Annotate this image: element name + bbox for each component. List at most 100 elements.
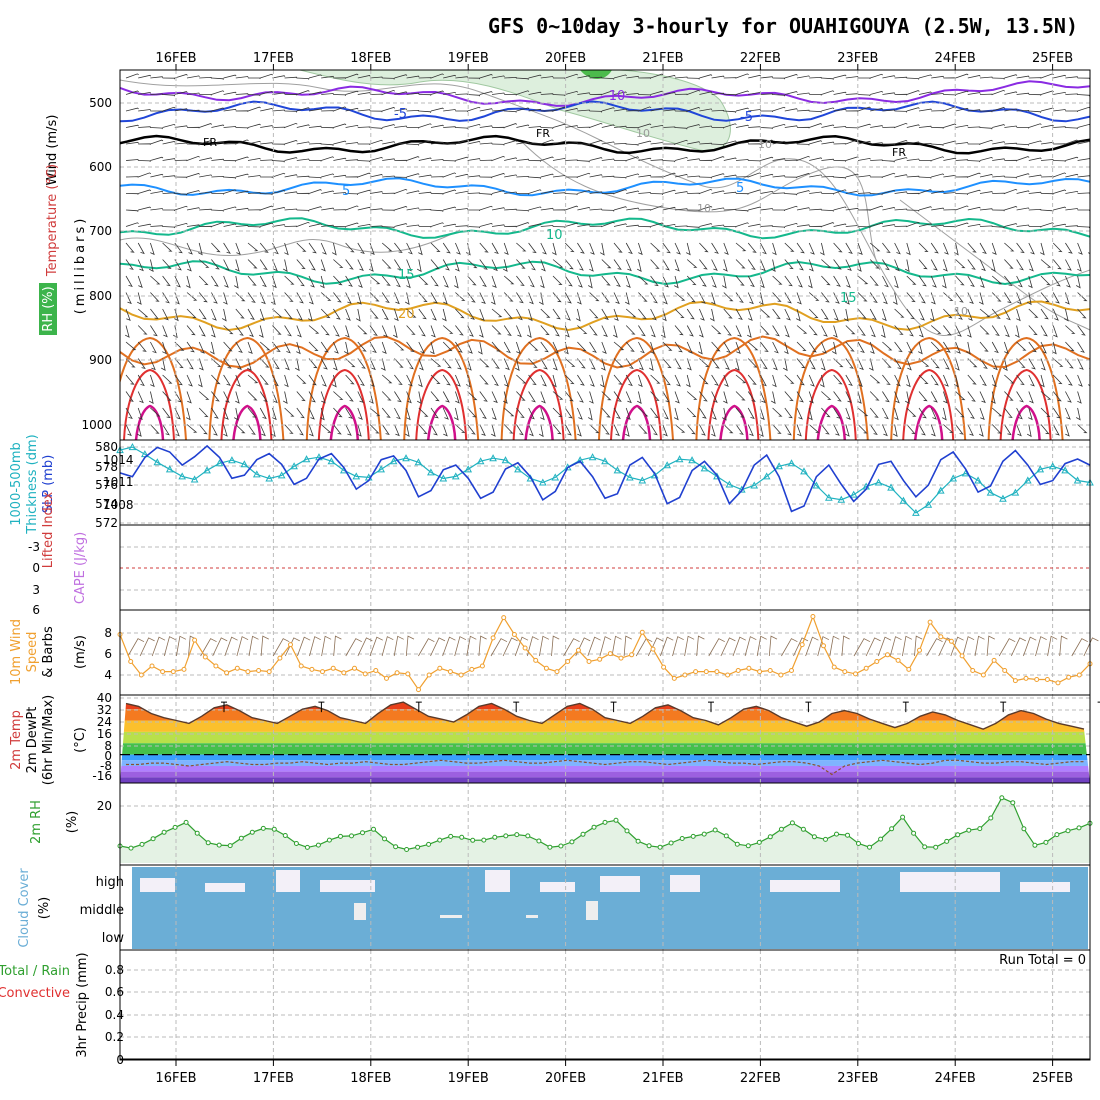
barb: [979, 110, 993, 113]
barb: [186, 424, 198, 433]
wind10-ylabel-4: (m/s): [73, 635, 88, 669]
barb: [723, 242, 729, 255]
barb: [223, 223, 237, 227]
wind10-point: [661, 664, 667, 670]
temp-band-7: [120, 765, 1090, 772]
barb: [345, 159, 359, 161]
barb: [394, 424, 400, 437]
barb: [1053, 109, 1066, 112]
rh2m-point: [745, 843, 751, 849]
barb: [979, 139, 993, 145]
barb: [308, 206, 322, 211]
barb: [626, 173, 640, 178]
barb: [991, 242, 997, 256]
barb: [686, 374, 691, 388]
barb: [296, 308, 303, 321]
barb: [942, 407, 947, 421]
barb: [638, 325, 646, 337]
barb: [443, 172, 457, 178]
barb: [162, 424, 170, 436]
plume-orange-1: [208, 336, 285, 440]
barb: [455, 173, 469, 178]
barb: [333, 174, 347, 178]
barb: [418, 140, 432, 145]
barb: [528, 391, 536, 403]
barb: [955, 424, 964, 435]
barb: [857, 374, 863, 388]
barb-10m: [744, 636, 757, 657]
barb: [406, 275, 411, 289]
barb: [1016, 224, 1030, 227]
barb: [528, 143, 542, 145]
barb: [991, 275, 1003, 285]
barb: [247, 292, 256, 303]
thickness-marker: [402, 454, 410, 462]
barb: [821, 107, 835, 112]
barb: [321, 156, 335, 161]
rh2m-point: [437, 837, 443, 843]
barb: [540, 173, 554, 178]
barb: [638, 77, 651, 79]
barb: [808, 424, 820, 433]
rh-badge: [39, 283, 57, 335]
barb: [211, 209, 224, 212]
barb: [772, 292, 782, 302]
barb: [540, 156, 554, 161]
barb: [577, 126, 590, 129]
rh2m-point: [547, 844, 553, 850]
barb: [650, 325, 656, 338]
barb-10m: [660, 636, 674, 657]
wind10-point: [330, 665, 336, 671]
barb: [308, 275, 315, 288]
rh2m-point: [404, 847, 410, 852]
barb: [979, 407, 985, 421]
barb: [467, 407, 477, 418]
barb: [857, 341, 865, 354]
barb: [638, 407, 649, 417]
barb: [991, 407, 1003, 417]
barb-10m: [1071, 638, 1088, 657]
barb: [711, 173, 725, 178]
barb-10m: [514, 636, 529, 657]
barb: [967, 242, 977, 253]
rh2m-point: [360, 830, 365, 836]
barb: [833, 374, 843, 385]
precip-ytick-0: 0: [116, 1053, 124, 1067]
thickness-marker: [489, 454, 497, 462]
barb: [1004, 242, 1015, 252]
barb: [1052, 259, 1062, 270]
barb: [199, 140, 213, 145]
barb: [467, 325, 474, 337]
barb: [504, 76, 517, 79]
rh2m-point: [139, 841, 145, 847]
barb: [918, 176, 932, 179]
barb: [833, 176, 847, 179]
rh-shade-core: [580, 70, 612, 79]
barb: [296, 209, 310, 212]
barb: [1016, 358, 1026, 368]
barb: [443, 74, 457, 79]
barb: [613, 424, 620, 437]
barb-10m: [865, 637, 881, 657]
barb: [930, 259, 938, 271]
barb: [735, 358, 740, 371]
barb: [174, 341, 185, 351]
barb: [528, 358, 538, 368]
barb: [394, 341, 405, 351]
panel-frame-precip: [119, 949, 1091, 1061]
barb: [601, 407, 611, 418]
barb: [162, 374, 173, 384]
barb: [369, 341, 377, 354]
thickness-marker: [476, 457, 485, 465]
barb: [845, 292, 850, 305]
barb: [943, 358, 950, 370]
barb: [894, 325, 904, 335]
barb: [918, 206, 932, 211]
barb: [577, 160, 590, 163]
wind10-point: [1034, 677, 1040, 682]
barb: [613, 259, 622, 270]
barb: [382, 175, 395, 178]
barb: [564, 358, 576, 367]
barb: [418, 77, 432, 79]
barb: [649, 358, 654, 371]
